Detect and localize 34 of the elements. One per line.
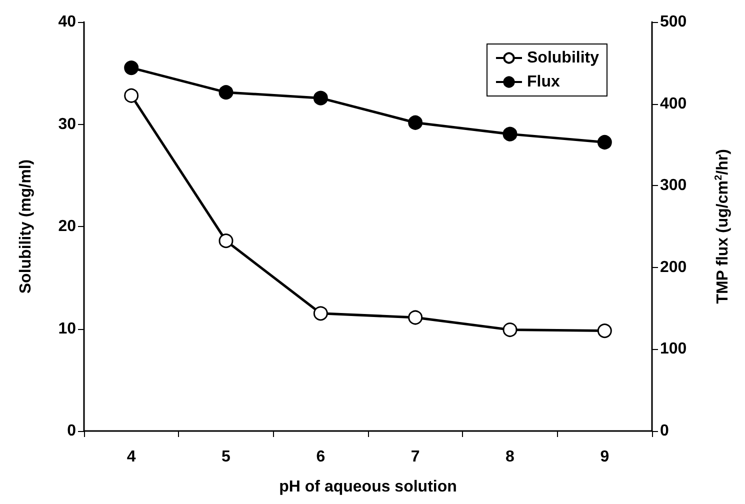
point — [313, 306, 328, 321]
x-axis-title: pH of aqueous solution — [279, 478, 457, 496]
y-tick-label: 0 — [67, 422, 76, 440]
y2-axis-title: TMP flux (ug/cm2/hr) — [714, 149, 732, 304]
point — [408, 310, 423, 325]
legend-label: Flux — [527, 74, 560, 90]
y2-tick-label: 300 — [660, 177, 687, 194]
y-tick-label: 40 — [58, 14, 76, 30]
y-tick-label: 20 — [58, 218, 76, 235]
point — [218, 234, 234, 248]
point — [124, 60, 139, 76]
point — [124, 88, 139, 103]
x-tick-label: 5 — [222, 448, 231, 466]
y-tick-label: 10 — [58, 320, 76, 338]
y2-tick-label: 0 — [660, 422, 669, 440]
x-tick-label: 8 — [506, 448, 515, 466]
point — [597, 135, 612, 150]
y2-tick-label: 100 — [660, 340, 687, 358]
y2-tick-label: 200 — [660, 258, 687, 276]
y-axis-title: Solubility (mg/ml) — [18, 159, 34, 294]
point — [313, 90, 328, 106]
x-tick-label: 9 — [600, 448, 610, 466]
y-tick-label: 30 — [58, 116, 76, 133]
point — [408, 115, 423, 130]
point — [502, 126, 518, 142]
x-tick-label: 6 — [316, 448, 326, 466]
legend-label: Solubility — [527, 50, 600, 66]
y2-tick-label: 400 — [660, 95, 687, 112]
x-tick-label: 4 — [126, 448, 136, 466]
point — [218, 85, 234, 100]
point — [597, 324, 612, 338]
point — [502, 322, 518, 338]
y2-tick-label: 500 — [660, 14, 687, 30]
x-tick-label: 7 — [410, 448, 420, 466]
